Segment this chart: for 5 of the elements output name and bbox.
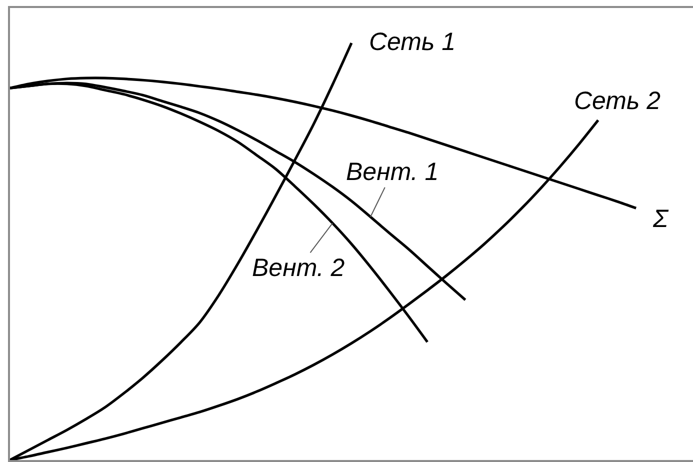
series-label: Вент. 1 — [346, 158, 439, 186]
series-label: Сеть 1 — [369, 28, 456, 56]
series-label: Сеть 2 — [574, 87, 661, 115]
series-label: Σ — [652, 205, 669, 233]
series-label: Вент. 2 — [252, 254, 345, 282]
